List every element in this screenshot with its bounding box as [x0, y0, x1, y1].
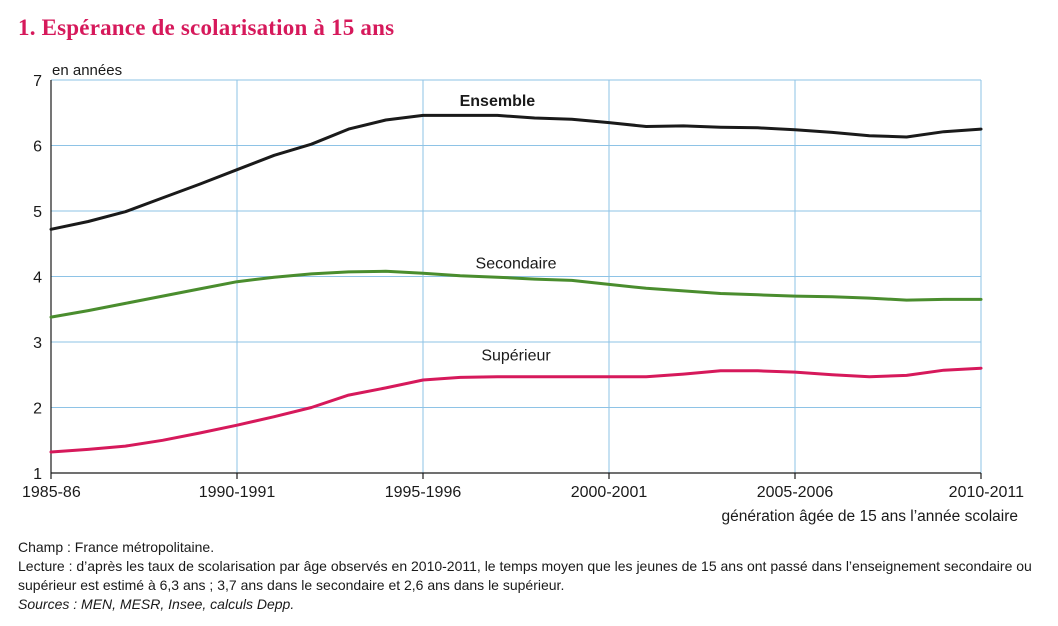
series-label-ensemble: Ensemble — [460, 93, 536, 110]
x-axis-caption: génération âgée de 15 ans l’année scolai… — [721, 508, 1018, 525]
y-tick-label: 7 — [33, 73, 42, 90]
y-tick-label: 1 — [33, 466, 42, 483]
chart-notes: Champ : France métropolitaine. Lecture :… — [18, 538, 1048, 614]
series-label-superieur: Supérieur — [481, 347, 551, 364]
y-tick-label: 3 — [33, 335, 42, 352]
series-line-secondaire — [49, 269, 983, 319]
y-tick-label: 5 — [33, 204, 42, 221]
sources-note: Sources : MEN, MESR, Insee, calculs Depp… — [18, 596, 295, 612]
y-axis-unit-label: en années — [52, 62, 123, 79]
chart-title: 1. Espérance de scolarisation à 15 ans — [18, 15, 395, 40]
lecture-note: Lecture : d’après les taux de scolarisat… — [18, 558, 1032, 593]
y-tick-label: 6 — [33, 139, 42, 156]
line-chart: 1 2 3 4 5 6 7 1985-86 1990-1991 1995-1996 2000-200… — [22, 73, 1024, 501]
x-tick-label: 2000-2001 — [571, 484, 648, 501]
y-tick-label: 2 — [33, 401, 42, 418]
y-tick-label: 4 — [33, 270, 42, 287]
series-line-ensemble — [49, 113, 983, 231]
x-tick-label: 1995-1996 — [385, 484, 462, 501]
series-label-secondaire: Secondaire — [476, 256, 557, 273]
x-tick-label: 2005-2006 — [757, 484, 834, 501]
x-tick-label: 1985-86 — [22, 484, 81, 501]
series-line-superieur — [49, 366, 983, 454]
champ-note: Champ : France métropolitaine. — [18, 539, 215, 555]
x-tick-label: 1990-1991 — [199, 484, 276, 501]
x-tick-label: 2010-2011 — [949, 484, 1024, 501]
